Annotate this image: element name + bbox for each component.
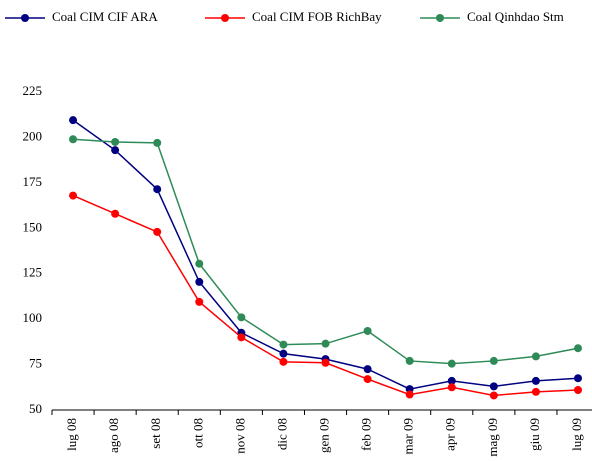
data-point <box>489 356 498 365</box>
data-point <box>405 390 414 399</box>
series-line <box>72 138 579 365</box>
data-point <box>363 365 372 374</box>
data-point <box>279 357 288 366</box>
x-tick-label: feb 09 <box>359 418 374 451</box>
x-tick-label: mag 09 <box>485 418 500 457</box>
data-point <box>111 209 120 218</box>
x-tick-label: nov 08 <box>232 418 247 454</box>
legend-label: Coal Qinhdao Stm <box>467 9 564 24</box>
y-tick-label: 75 <box>29 356 42 371</box>
data-point <box>489 391 498 400</box>
data-point <box>574 374 582 383</box>
data-point <box>195 297 204 306</box>
legend-label: Coal CIM CIF ARA <box>52 9 158 24</box>
data-point <box>405 356 414 365</box>
data-point <box>111 146 120 155</box>
data-point <box>69 191 78 200</box>
data-point <box>363 326 372 335</box>
x-tick-label: lug 08 <box>64 418 79 451</box>
legend-marker <box>21 14 29 22</box>
data-point <box>195 259 204 268</box>
data-point <box>363 375 372 384</box>
data-point <box>279 349 288 358</box>
x-tick-label: lug 09 <box>569 418 584 451</box>
data-point <box>153 227 162 236</box>
x-tick-label: apr 09 <box>443 418 458 451</box>
x-tick-label: ott 08 <box>190 418 205 448</box>
y-tick-label: 225 <box>23 83 43 98</box>
x-tick-label: giu 09 <box>527 418 542 451</box>
data-point <box>69 135 78 144</box>
y-tick-label: 175 <box>23 174 43 189</box>
x-tick-label: dic 08 <box>274 418 289 450</box>
y-tick-label: 125 <box>23 265 43 280</box>
y-tick-label: 150 <box>23 219 43 234</box>
data-point <box>574 344 582 353</box>
series-line <box>72 119 579 390</box>
legend-marker <box>221 14 229 22</box>
data-point <box>321 358 330 367</box>
legend-label: Coal CIM FOB RichBay <box>252 9 382 24</box>
data-point <box>489 382 498 391</box>
y-tick-label: 200 <box>23 128 43 143</box>
x-tick-label: gen 09 <box>317 418 332 453</box>
data-point <box>195 277 204 286</box>
data-point <box>237 333 246 342</box>
data-point <box>447 376 456 385</box>
y-tick-label: 50 <box>29 401 42 416</box>
data-point <box>531 376 540 385</box>
data-point <box>447 359 456 368</box>
data-point <box>531 387 540 396</box>
data-point <box>111 137 120 146</box>
legend-marker <box>436 14 444 22</box>
data-point <box>153 138 162 147</box>
data-point <box>531 352 540 361</box>
data-point <box>574 386 582 395</box>
data-point <box>279 340 288 349</box>
x-tick-label: mar 09 <box>401 418 416 454</box>
x-tick-label: set 08 <box>148 418 163 449</box>
x-tick-label: ago 08 <box>106 418 121 453</box>
data-point <box>153 185 162 194</box>
data-point <box>321 339 330 348</box>
data-point <box>237 313 246 322</box>
data-point <box>447 383 456 392</box>
y-tick-label: 100 <box>23 310 43 325</box>
data-point <box>69 116 78 125</box>
